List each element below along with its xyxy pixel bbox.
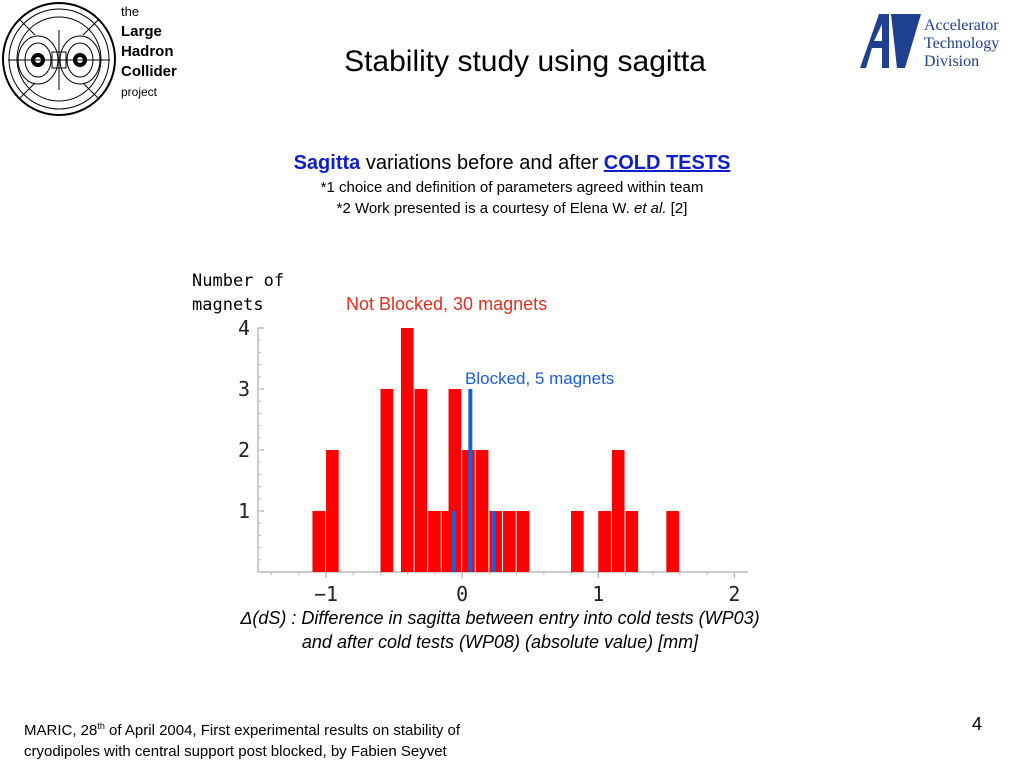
bar-not-blocked — [625, 511, 639, 572]
lhc-collider: Collider — [121, 63, 177, 80]
note-2-em: et al. — [633, 200, 667, 217]
histogram-chart: Number of magnets Not Blocked, 30 magnet… — [192, 271, 748, 606]
bar-not-blocked — [598, 511, 611, 572]
footer-citation: MARIC, 28th of April 2004, First experim… — [24, 716, 460, 762]
bar-not-blocked — [414, 389, 428, 572]
lhc-the: the — [121, 4, 140, 19]
lhc-project-label: the Large Hadron Collider project — [121, 2, 177, 102]
note-1: *1 choice and definition of parameters a… — [320, 179, 704, 196]
subtitle-sagitta: Sagitta — [293, 152, 361, 174]
delta-symbol: Δ — [240, 608, 253, 628]
atd-line1: Accelerator — [924, 17, 999, 34]
bar-not-blocked — [400, 328, 414, 572]
atd-label: Accelerator Technology Division — [924, 17, 999, 71]
bar-blocked — [491, 511, 496, 572]
page-number: 4 — [972, 714, 983, 734]
plot-area: 1 2 3 4 −1 0 1 2 — [238, 316, 748, 606]
bar-not-blocked — [516, 511, 530, 572]
subtitle: Sagitta variations before and after COLD… — [0, 152, 1024, 175]
footer-line2: cryodipoles with central support post bl… — [24, 743, 447, 760]
bar-blocked — [468, 450, 473, 572]
legend-not-blocked: Not Blocked, 30 magnets — [346, 294, 547, 314]
bar-not-blocked — [448, 389, 462, 572]
x-tick-label: 2 — [728, 582, 740, 606]
atd-logo — [860, 14, 921, 68]
footer-line1: MARIC, 28th of April 2004, First experim… — [24, 716, 460, 741]
subtitle-middle: variations before and after — [360, 152, 604, 174]
note-2-post: [2] — [666, 200, 688, 217]
lhc-logo — [2, 2, 116, 116]
bar-not-blocked — [666, 511, 679, 572]
y-axis-label-line1: Number of — [192, 271, 284, 291]
bar-not-blocked — [611, 450, 625, 572]
slide-title: Stability study using sagitta — [344, 45, 706, 78]
bar-not-blocked — [489, 511, 502, 572]
footer-line1-post: of April 2004, First experimental result… — [104, 722, 461, 739]
bar-not-blocked — [428, 511, 441, 572]
x-tick-label: 1 — [592, 582, 604, 606]
y-tick-label: 1 — [238, 499, 250, 523]
bar-not-blocked — [326, 450, 339, 572]
cold-tests-link[interactable]: COLD TESTS — [603, 152, 731, 174]
legend-blocked: Blocked, 5 magnets — [465, 369, 614, 388]
note-2-pre: *2 Work presented is a courtesy of Elena… — [336, 200, 634, 217]
footer-sup: th — [97, 721, 105, 731]
y-tick-label: 3 — [238, 377, 250, 401]
note-2: *2 Work presented is a courtesy of Elena… — [0, 200, 1024, 217]
footer-line1-pre: MARIC, 28 — [24, 722, 98, 739]
x-tick-label: −1 — [314, 582, 338, 606]
bar-not-blocked — [503, 511, 516, 572]
bar-blocked — [452, 511, 456, 572]
caption-line1-text: (dS) : Difference in sagitta between ent… — [252, 608, 760, 628]
lhc-hadron: Hadron — [121, 43, 174, 60]
x-tick-label: 0 — [456, 582, 468, 606]
bar-not-blocked — [380, 389, 394, 572]
bar-not-blocked — [475, 450, 489, 572]
atd-line2: Technology — [924, 35, 1000, 52]
lhc-large: Large — [121, 23, 162, 40]
atd-line3: Division — [924, 53, 980, 70]
x-axis-caption-line1: Δ(dS) : Difference in sagitta between en… — [150, 608, 850, 629]
y-tick-label: 2 — [238, 438, 250, 462]
x-axis-caption-line2: and after cold tests (WP08) (absolute va… — [301, 632, 699, 652]
bar-not-blocked — [312, 511, 326, 572]
y-tick-label: 4 — [238, 316, 250, 340]
bar-not-blocked — [571, 511, 584, 572]
y-axis-label-line2: magnets — [192, 295, 264, 315]
lhc-project: project — [121, 85, 158, 99]
